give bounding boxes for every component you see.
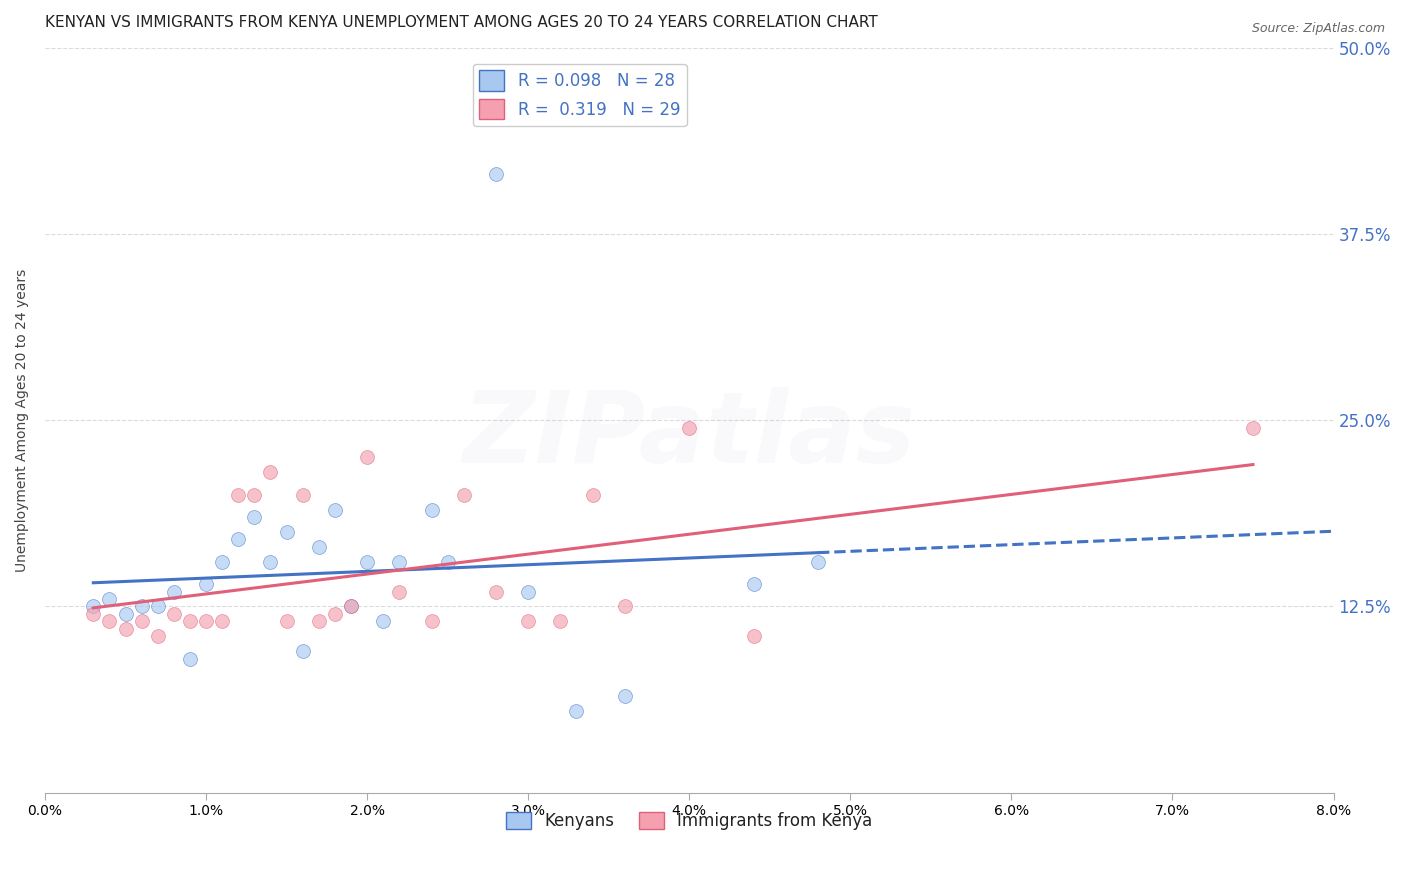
Point [276,524,298,539]
Text: Source: ZipAtlas.com: Source: ZipAtlas.com [1251,22,1385,36]
Point [485,168,508,182]
Point [742,629,765,643]
Point [356,450,378,465]
Point [742,577,765,591]
Point [114,607,136,621]
Point [82,607,104,621]
Point [82,599,104,614]
Point [226,488,249,502]
Point [259,466,281,480]
Point [517,615,540,629]
Point [550,615,572,629]
Y-axis label: Unemployment Among Ages 20 to 24 years: Unemployment Among Ages 20 to 24 years [15,268,30,572]
Point [323,502,346,516]
Point [565,704,588,718]
Point [340,599,363,614]
Point [517,584,540,599]
Point [146,599,169,614]
Point [356,555,378,569]
Point [340,599,363,614]
Point [485,584,508,599]
Point [388,584,411,599]
Point [436,555,458,569]
Point [678,420,700,434]
Point [291,488,314,502]
Point [146,629,169,643]
Point [211,555,233,569]
Point [613,689,636,703]
Point [98,615,121,629]
Point [163,584,186,599]
Point [453,488,475,502]
Point [98,592,121,607]
Point [259,555,281,569]
Point [131,599,153,614]
Point [323,607,346,621]
Point [276,615,298,629]
Point [373,615,395,629]
Point [581,488,603,502]
Point [308,615,330,629]
Point [420,502,443,516]
Point [308,540,330,554]
Point [613,599,636,614]
Point [195,577,218,591]
Point [179,651,201,665]
Point [163,607,186,621]
Legend: Kenyans, Immigrants from Kenya: Kenyans, Immigrants from Kenya [499,805,879,837]
Point [179,615,201,629]
Point [243,510,266,524]
Point [195,615,218,629]
Point [243,488,266,502]
Point [1241,420,1264,434]
Text: KENYAN VS IMMIGRANTS FROM KENYA UNEMPLOYMENT AMONG AGES 20 TO 24 YEARS CORRELATI: KENYAN VS IMMIGRANTS FROM KENYA UNEMPLOY… [45,15,877,30]
Point [114,622,136,636]
Point [131,615,153,629]
Point [420,615,443,629]
Point [807,555,830,569]
Point [226,533,249,547]
Text: ZIPatlas: ZIPatlas [463,386,915,483]
Point [388,555,411,569]
Point [291,644,314,658]
Point [211,615,233,629]
